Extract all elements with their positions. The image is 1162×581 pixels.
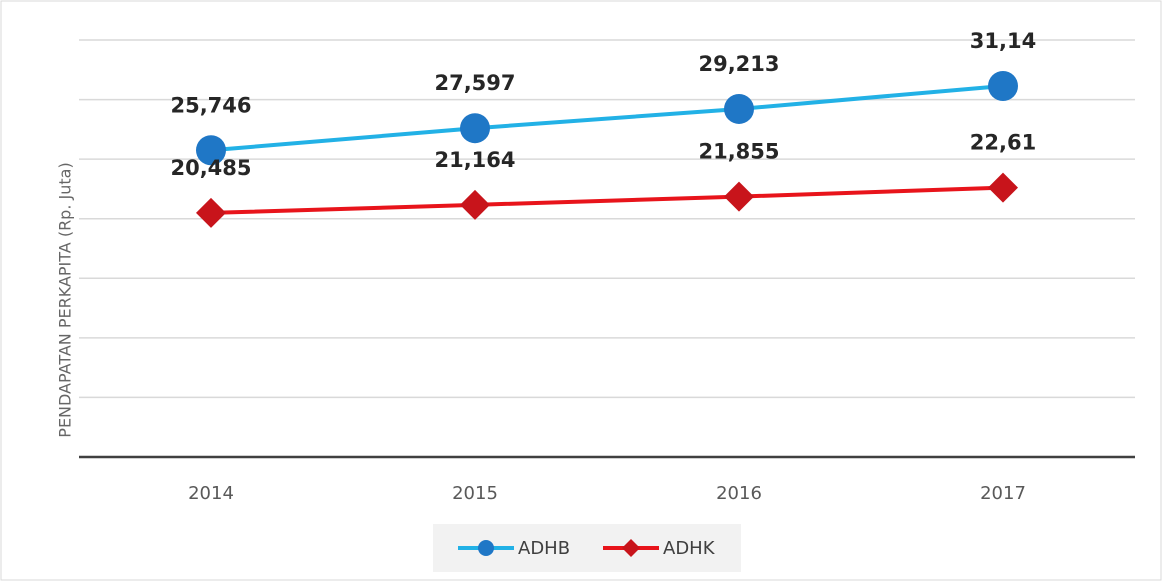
y-axis-label: PENDAPATAN PERKAPITA (Rp. Juta) — [56, 162, 75, 437]
data-label: 27,597 — [434, 71, 515, 95]
data-label: 20,485 — [170, 156, 251, 180]
point-marker — [988, 70, 1018, 101]
point-marker — [724, 181, 754, 212]
data-label: 29,213 — [698, 52, 779, 76]
legend-marker — [622, 539, 640, 557]
legend-marker — [478, 540, 494, 556]
line — [210, 83, 1004, 153]
data-label: 22,61 — [970, 131, 1036, 155]
legend-label: ADHK — [663, 538, 716, 559]
point-marker — [460, 113, 490, 144]
line — [210, 185, 1004, 215]
point-marker — [196, 197, 226, 228]
legend-label: ADHB — [518, 538, 570, 559]
x-tick-label: 2017 — [980, 483, 1026, 504]
x-tick-label: 2015 — [452, 483, 498, 504]
data-label: 21,164 — [434, 148, 515, 172]
point-marker — [724, 93, 754, 124]
x-tick-label: 2016 — [716, 483, 762, 504]
x-tick-label: 2014 — [188, 483, 234, 504]
data-label: 21,855 — [698, 140, 779, 164]
point-marker — [460, 189, 490, 220]
point-marker — [988, 172, 1018, 203]
data-label: 31,14 — [970, 29, 1036, 53]
data-label: 25,746 — [170, 93, 251, 117]
point-marker — [196, 135, 226, 166]
